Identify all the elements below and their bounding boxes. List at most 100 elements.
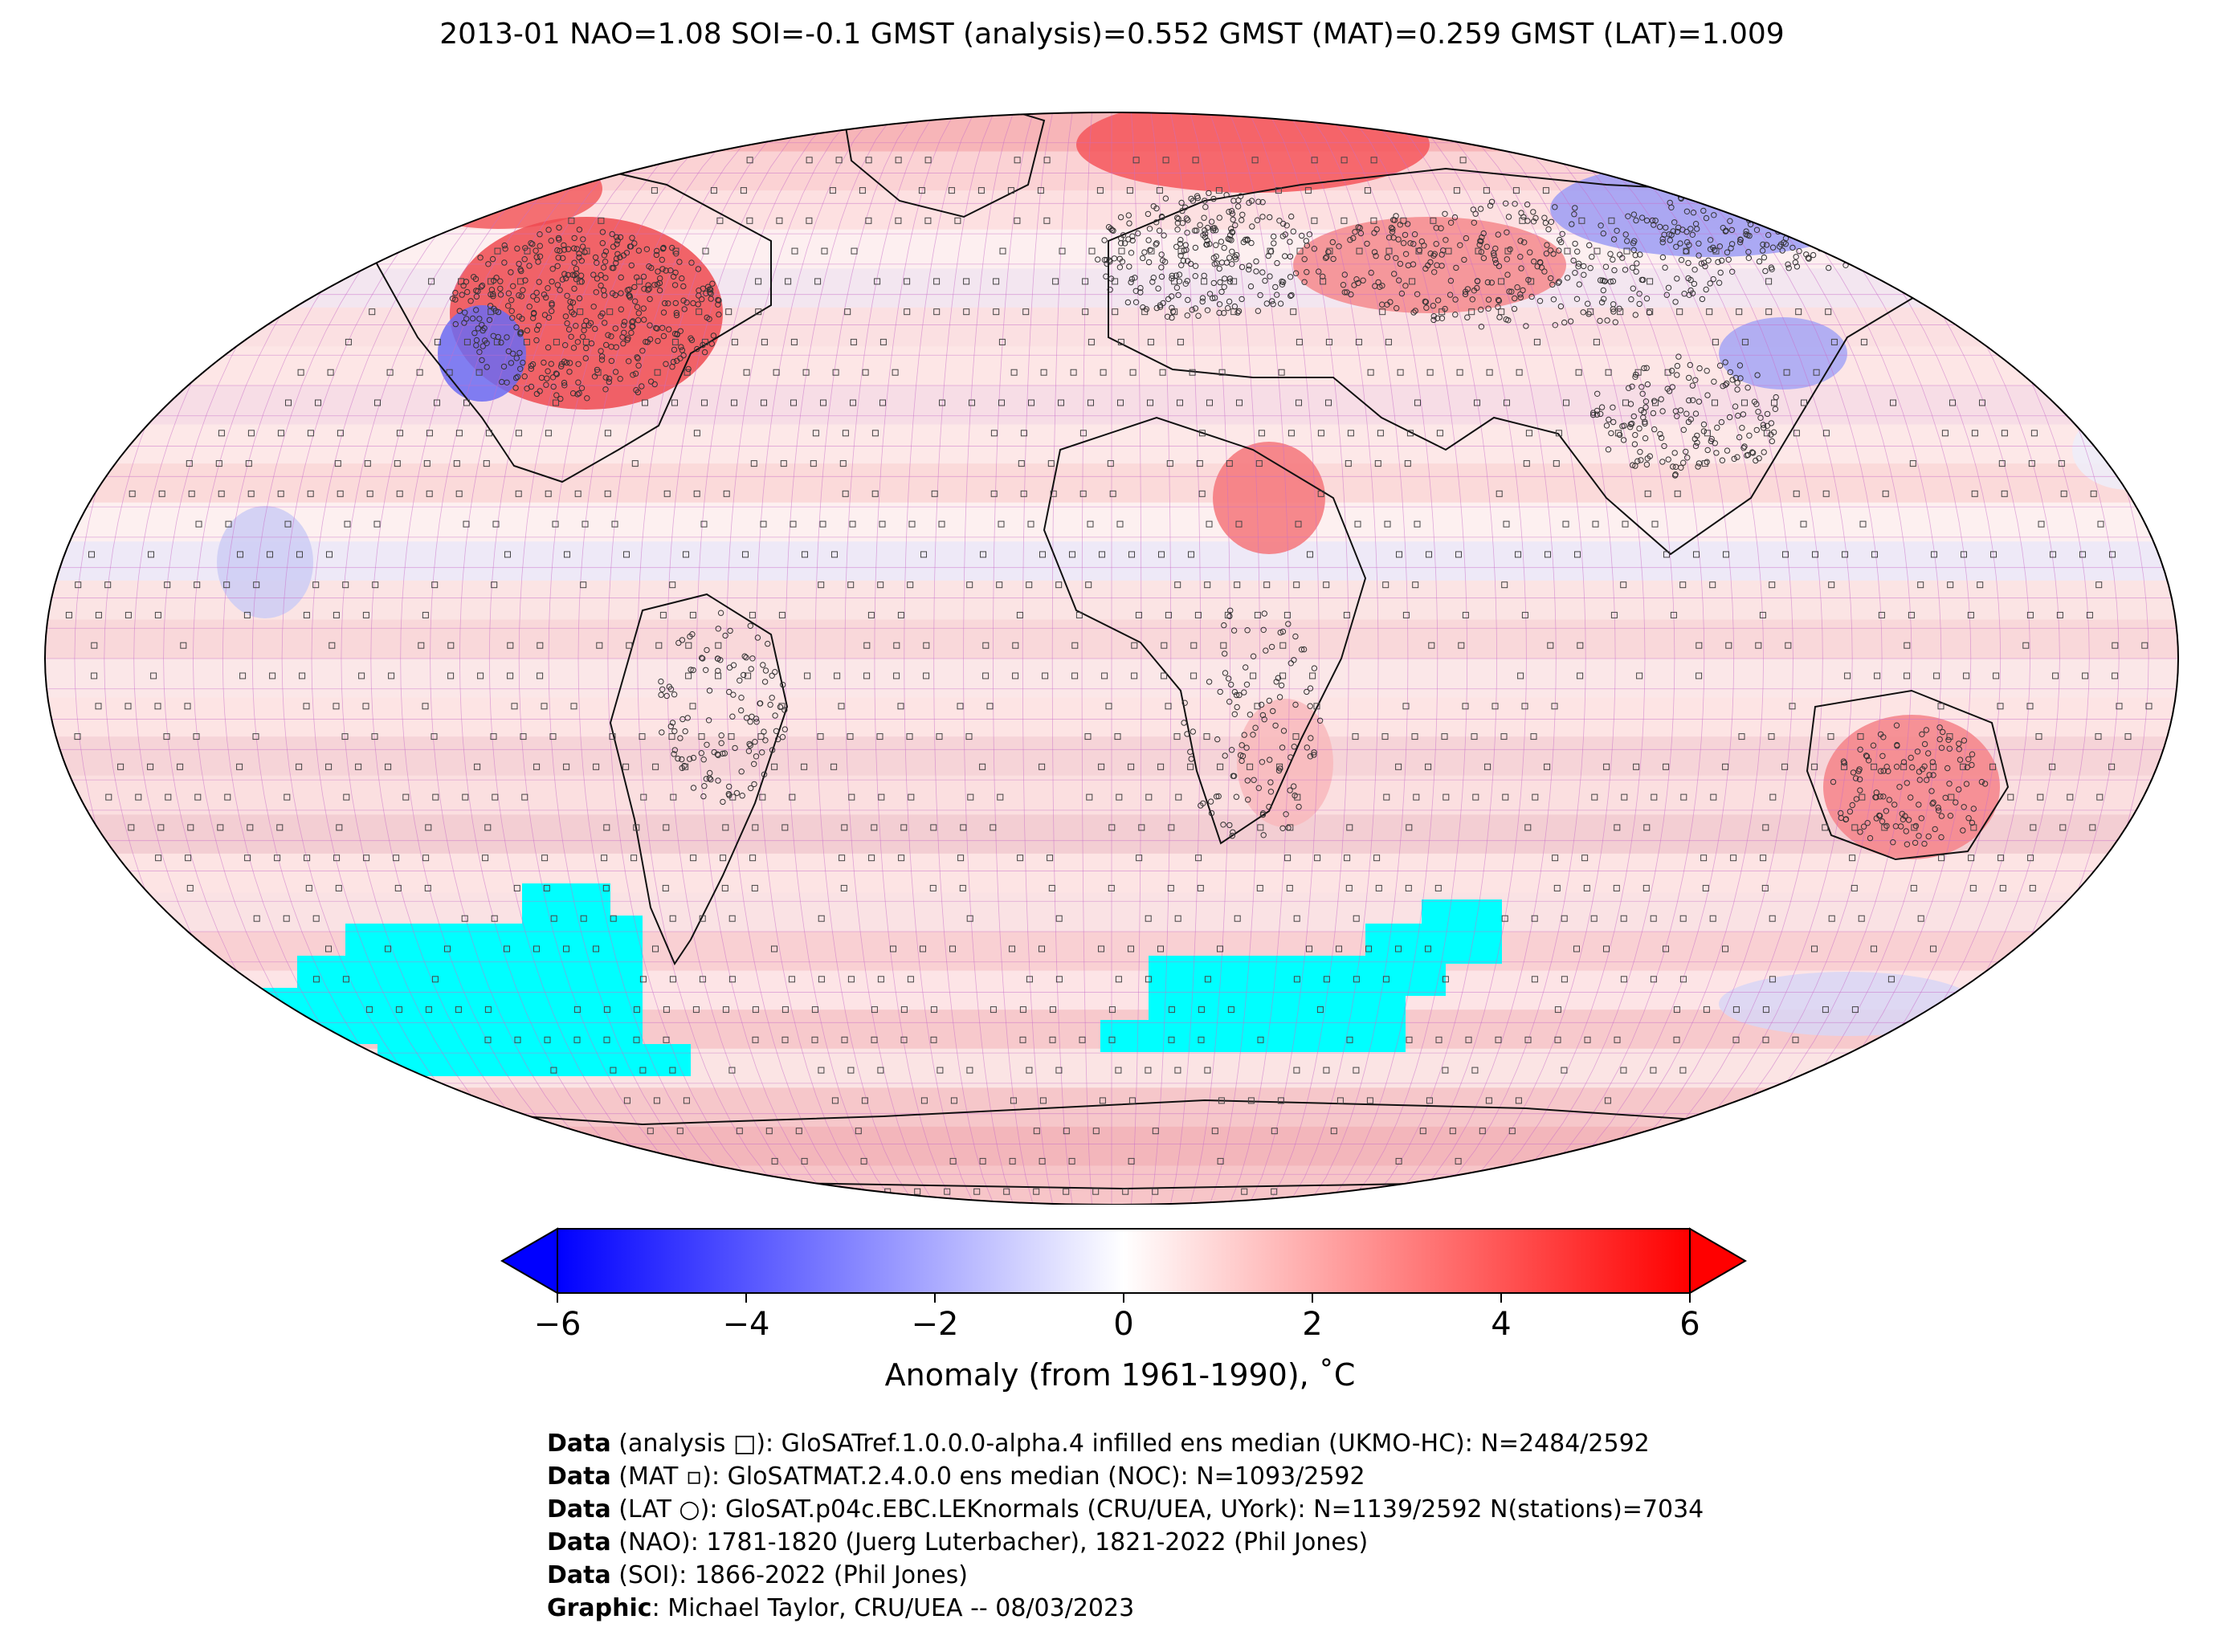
lat-circle (639, 383, 645, 390)
lat-circle (1185, 296, 1191, 304)
lat-circle (1217, 279, 1223, 286)
lat-circle (490, 291, 496, 297)
analysis-square (818, 1067, 825, 1074)
lat-circle (620, 252, 627, 259)
analysis-square (573, 1006, 581, 1014)
lat-circle (1229, 248, 1235, 255)
lat-circle (1355, 279, 1361, 287)
analysis-square (979, 1157, 986, 1165)
analysis-square (580, 581, 587, 589)
lat-circle (1550, 296, 1557, 303)
lat-circle (564, 292, 570, 299)
analysis-square (1762, 1006, 1769, 1014)
analysis-square (1198, 1006, 1205, 1014)
lat-circle (1416, 247, 1423, 254)
analysis-square (1483, 187, 1490, 194)
analysis-square (893, 642, 900, 649)
analysis-square (541, 703, 548, 710)
analysis-square (1279, 642, 1287, 649)
lat-circle (648, 264, 655, 271)
analysis-square (668, 733, 675, 740)
lat-circle (1274, 292, 1280, 298)
lat-circle (545, 285, 551, 292)
credit-key: Data (547, 1561, 611, 1589)
analysis-square (553, 338, 560, 345)
analysis-square (296, 763, 303, 770)
lat-circle (571, 285, 577, 292)
analysis-square (1286, 884, 1293, 891)
lat-circle (548, 238, 554, 244)
analysis-square (879, 520, 886, 528)
analysis-square (2030, 430, 2038, 437)
analysis-square (1049, 1036, 1056, 1043)
analysis-square (550, 1067, 557, 1074)
lat-circle (1277, 300, 1284, 307)
analysis-square (1012, 642, 1019, 649)
analysis-square (297, 369, 304, 376)
analysis-square (1679, 581, 1687, 589)
analysis-square (1827, 733, 1834, 740)
analysis-square (1010, 1097, 1017, 1104)
analysis-square (180, 642, 187, 649)
analysis-square (933, 278, 941, 285)
lat-circle (1235, 308, 1243, 315)
lat-circle (1197, 222, 1203, 228)
analysis-square (305, 884, 312, 891)
analysis-square (88, 551, 95, 558)
analysis-square (1890, 399, 1896, 406)
analysis-square (1732, 1036, 1740, 1043)
lat-circle (1157, 302, 1164, 308)
analysis-square (685, 642, 692, 649)
analysis-square (1993, 672, 2000, 679)
lat-circle (1279, 281, 1286, 288)
analysis-square (1577, 642, 1584, 649)
analysis-square (424, 884, 431, 891)
analysis-square (1999, 884, 2006, 891)
lat-circle (606, 378, 612, 385)
analysis-square (563, 763, 570, 770)
lat-circle (1438, 315, 1446, 321)
analysis-square (847, 976, 855, 983)
analysis-square (1385, 247, 1393, 255)
analysis-square (676, 1128, 684, 1135)
colorbar-extend-high (1689, 1227, 1747, 1295)
analysis-square (742, 551, 749, 558)
lat-circle (630, 318, 636, 324)
lat-circle (1231, 254, 1239, 260)
analysis-square (654, 369, 661, 376)
analysis-square (1938, 855, 1945, 862)
lat-circle (545, 368, 551, 374)
analysis-square (908, 793, 915, 801)
analysis-square (1617, 308, 1624, 316)
lat-circle (1476, 242, 1483, 248)
analysis-square (1782, 551, 1789, 558)
analysis-square (447, 672, 455, 679)
analysis-square (949, 1157, 957, 1165)
analysis-square (1079, 1036, 1086, 1043)
analysis-square (1960, 763, 1967, 770)
lat-circle (602, 374, 609, 381)
analysis-square (1325, 399, 1332, 406)
credit-text: (analysis □): GloSATref.1.0.0.0-alpha.4 … (610, 1430, 1650, 1458)
analysis-square (1271, 1128, 1278, 1135)
analysis-square (2086, 611, 2093, 618)
lat-circle (1311, 246, 1318, 252)
analysis-square (710, 187, 717, 194)
lat-circle (684, 300, 690, 306)
world-map (44, 112, 2179, 1205)
analysis-square (1254, 611, 1261, 618)
lat-circle (1638, 214, 1646, 221)
lat-circle (573, 246, 580, 252)
analysis-square (1014, 157, 1021, 164)
analysis-square (444, 945, 451, 952)
analysis-square (1442, 976, 1449, 983)
lat-circle (599, 310, 606, 316)
lat-circle (598, 357, 606, 363)
analysis-square (1741, 399, 1748, 406)
lat-circle (1255, 198, 1262, 205)
analysis-square (2096, 793, 2104, 801)
lat-circle (508, 269, 514, 275)
analysis-square (1414, 520, 1421, 528)
lat-circle (1221, 244, 1227, 251)
lat-circle (1118, 240, 1124, 247)
